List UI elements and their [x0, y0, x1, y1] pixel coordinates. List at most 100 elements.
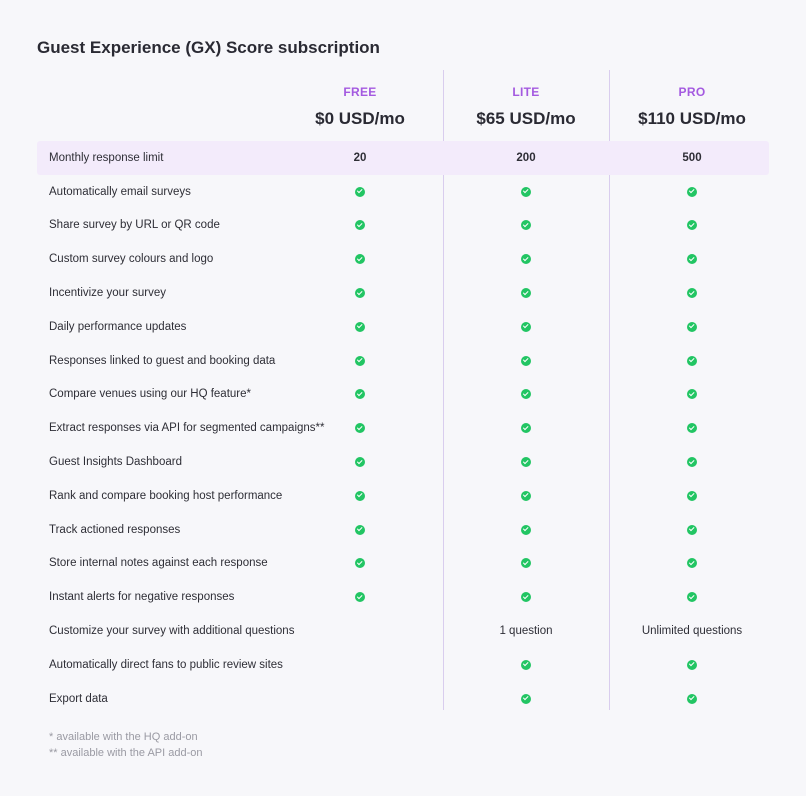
feature-row: Daily performance updates: [37, 310, 769, 344]
plan-cell-pro: [609, 321, 775, 332]
plan-cell-free: [277, 254, 443, 265]
check-circle-icon: [355, 321, 365, 332]
check-circle-icon: [687, 355, 697, 366]
plan-cell-lite: 1 question: [443, 625, 609, 637]
plan-cell-lite: [443, 423, 609, 434]
plan-cell-lite: [443, 693, 609, 704]
check-circle-icon: [521, 592, 531, 603]
plan-cell-lite: [443, 558, 609, 569]
plan-cell-lite: [443, 524, 609, 535]
column-divider: [609, 70, 610, 710]
feature-label: Export data: [49, 692, 108, 705]
plan-cell-pro: [609, 355, 775, 366]
check-circle-icon: [687, 288, 697, 299]
check-circle-icon: [687, 592, 697, 603]
feature-row: Track actioned responses: [37, 513, 769, 547]
plan-cell-lite: [443, 457, 609, 468]
feature-row: Export data: [37, 682, 769, 716]
plan-cell-pro: [609, 457, 775, 468]
feature-row: Compare venues using our HQ feature*: [37, 378, 769, 412]
check-circle-icon: [355, 524, 365, 535]
plan-name: LITE: [512, 85, 540, 99]
check-circle-icon: [521, 186, 531, 197]
feature-row: Instant alerts for negative responses: [37, 580, 769, 614]
check-circle-icon: [355, 355, 365, 366]
plan-price: $110 USD/mo: [638, 109, 746, 128]
plan-name: PRO: [678, 85, 706, 99]
check-circle-icon: [355, 457, 365, 468]
check-circle-icon: [521, 389, 531, 400]
plan-cell-free: [277, 389, 443, 400]
plan-cell-lite: [443, 288, 609, 299]
check-circle-icon: [521, 693, 531, 704]
plan-cell-pro: [609, 288, 775, 299]
plan-cell-pro: [609, 524, 775, 535]
feature-label: Store internal notes against each respon…: [49, 557, 268, 570]
feature-label: Guest Insights Dashboard: [49, 456, 182, 469]
check-circle-icon: [355, 423, 365, 434]
plan-cell-lite: 200: [443, 152, 609, 164]
feature-row-highlighted: Monthly response limit 20 200 500: [37, 141, 769, 175]
plan-name: FREE: [343, 85, 377, 99]
plan-cell-free: [277, 186, 443, 197]
plan-price: $65 USD/mo: [476, 109, 576, 128]
feature-row: Guest Insights Dashboard: [37, 445, 769, 479]
column-divider: [443, 70, 444, 710]
plan-header-pro: PRO $110 USD/mo: [609, 84, 775, 129]
plan-cell-lite: [443, 490, 609, 501]
footnote-api: ** available with the API add-on: [49, 747, 203, 759]
check-circle-icon: [355, 592, 365, 603]
check-circle-icon: [355, 558, 365, 569]
check-circle-icon: [521, 558, 531, 569]
cell-value: 500: [682, 151, 702, 164]
plan-cell-free: [277, 288, 443, 299]
plan-cell-pro: [609, 423, 775, 434]
feature-label: Rank and compare booking host performanc…: [49, 489, 283, 502]
plan-cell-free: [277, 490, 443, 501]
feature-row: Extract responses via API for segmented …: [37, 411, 769, 445]
plan-cell-lite: [443, 355, 609, 366]
check-circle-icon: [521, 524, 531, 535]
feature-label: Incentivize your survey: [49, 287, 166, 300]
check-circle-icon: [687, 558, 697, 569]
plan-cell-pro: Unlimited questions: [609, 625, 775, 637]
page-title: Guest Experience (GX) Score subscription: [37, 38, 380, 57]
check-circle-icon: [521, 288, 531, 299]
plan-cell-lite: [443, 592, 609, 603]
feature-label: Daily performance updates: [49, 320, 187, 333]
plan-cell-free: 20: [277, 152, 443, 164]
check-circle-icon: [687, 321, 697, 332]
feature-row: Automatically email surveys: [37, 175, 769, 209]
plan-cell-free: [277, 220, 443, 231]
check-circle-icon: [687, 220, 697, 231]
plan-cell-pro: [609, 389, 775, 400]
feature-label: Automatically direct fans to public revi…: [49, 658, 283, 671]
feature-label: Monthly response limit: [49, 151, 164, 164]
feature-label: Track actioned responses: [49, 523, 181, 536]
check-circle-icon: [687, 490, 697, 501]
check-circle-icon: [521, 423, 531, 434]
check-circle-icon: [521, 659, 531, 670]
check-circle-icon: [355, 254, 365, 265]
plan-cell-free: [277, 457, 443, 468]
plan-cell-free: [277, 321, 443, 332]
check-circle-icon: [355, 288, 365, 299]
plan-price: $0 USD/mo: [315, 109, 405, 128]
check-circle-icon: [687, 457, 697, 468]
check-circle-icon: [687, 693, 697, 704]
feature-row: Share survey by URL or QR code: [37, 209, 769, 243]
plan-cell-free: [277, 558, 443, 569]
check-circle-icon: [521, 254, 531, 265]
check-circle-icon: [687, 186, 697, 197]
cell-value: Unlimited questions: [641, 625, 743, 638]
plan-cell-pro: [609, 693, 775, 704]
feature-label: Automatically email surveys: [49, 185, 191, 198]
cell-value: 200: [516, 151, 536, 164]
plan-header-lite: LITE $65 USD/mo: [443, 84, 609, 129]
plan-cell-pro: [609, 490, 775, 501]
feature-row: Custom survey colours and logo: [37, 242, 769, 276]
check-circle-icon: [521, 457, 531, 468]
feature-row: Customize your survey with additional qu…: [37, 614, 769, 648]
plan-cell-lite: [443, 220, 609, 231]
feature-table: Monthly response limit 20 200 500 Automatica…: [37, 141, 769, 716]
